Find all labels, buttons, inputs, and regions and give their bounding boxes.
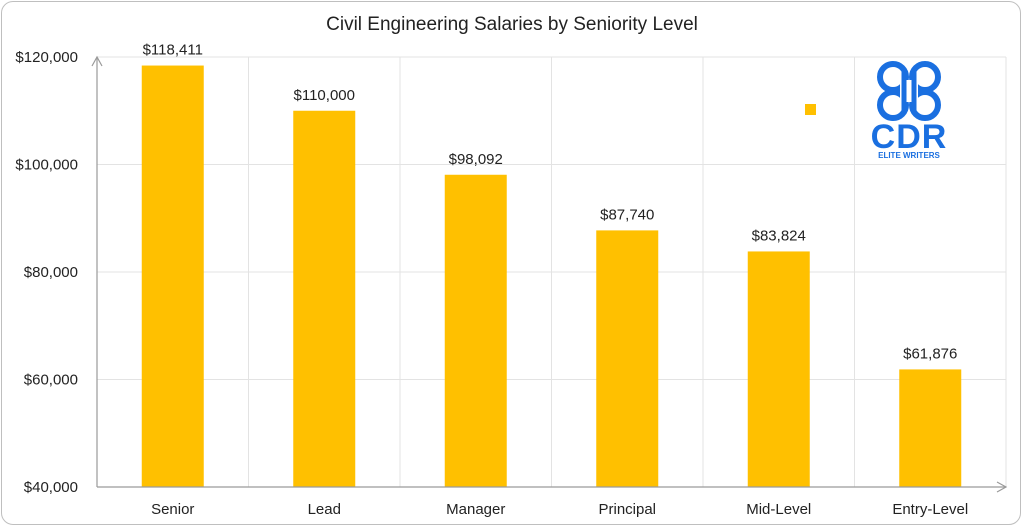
category-labels: Senior Lead Manager Principal Mid-Level Entry… (151, 501, 968, 518)
bar (596, 230, 659, 487)
y-axis-ticks: $40,000 $60,000 $80,000 $100,000 $120,000 (15, 49, 78, 496)
y-tick-label: $60,000 (24, 372, 78, 389)
data-label: $61,876 (903, 345, 957, 362)
y-tick-label: $120,000 (15, 49, 78, 66)
gridlines (97, 56, 1007, 487)
bar (899, 369, 962, 487)
legend-marker (805, 104, 816, 115)
data-labels: $118,411 $110,000 $98,092 $87,740 $83,824 $61… (143, 42, 958, 363)
data-label: $98,092 (449, 151, 503, 168)
y-axis-arrow (91, 55, 103, 67)
logo-subtitle: ELITE WRITERS (878, 151, 940, 160)
bar (747, 251, 810, 487)
logo-wordmark: CDR (871, 118, 948, 156)
data-label: $87,740 (600, 206, 654, 223)
data-label: $83,824 (752, 227, 806, 244)
bar (444, 174, 507, 487)
category-label: Entry-Level (892, 501, 968, 518)
y-tick-label: $80,000 (24, 264, 78, 281)
x-axis-arrow (996, 481, 1008, 493)
category-label: Manager (446, 501, 505, 518)
y-tick-label: $100,000 (15, 157, 78, 174)
legend-swatch (805, 104, 816, 115)
category-label: Senior (151, 501, 194, 518)
bar (293, 110, 356, 487)
category-label: Lead (308, 501, 341, 518)
chart-title: Civil Engineering Salaries by Seniority … (326, 14, 698, 35)
category-label: Principal (598, 501, 656, 518)
data-label: $110,000 (294, 87, 355, 104)
category-label: Mid-Level (746, 501, 811, 518)
bar (141, 65, 204, 487)
y-tick-label: $40,000 (24, 479, 78, 496)
axes (91, 55, 1008, 493)
data-label: $118,411 (143, 42, 203, 59)
bars (141, 65, 962, 487)
